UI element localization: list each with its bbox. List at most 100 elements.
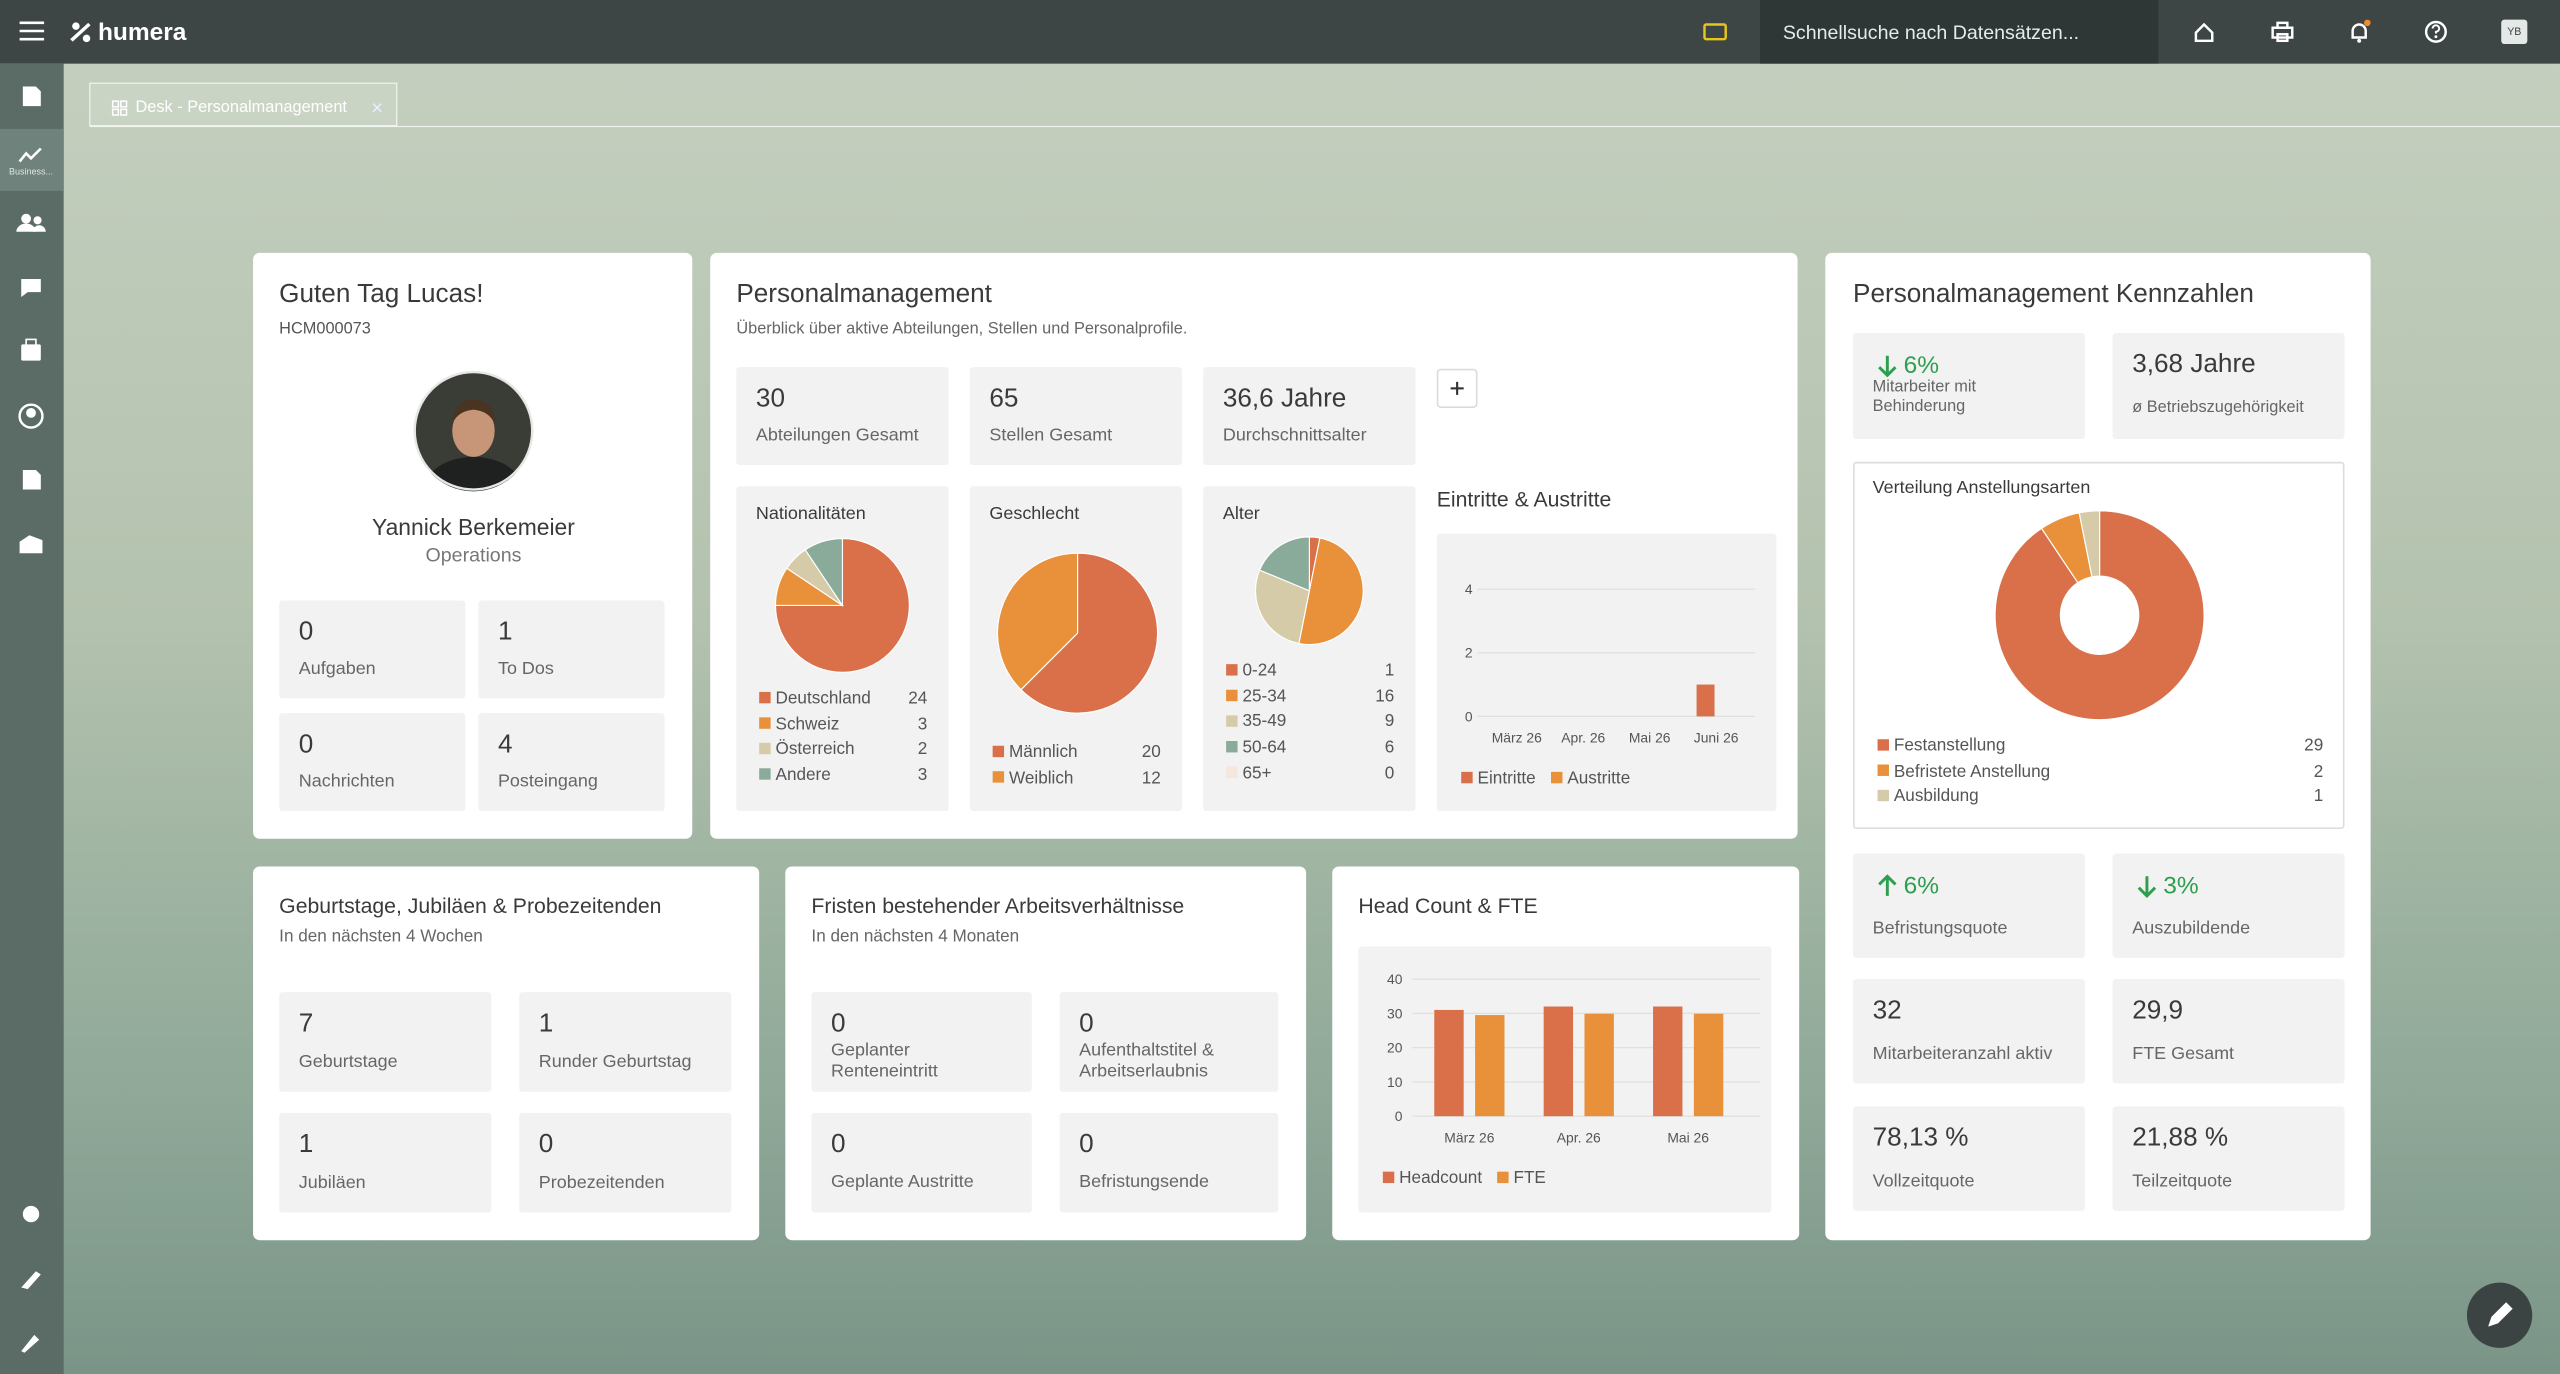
search-box[interactable] [1759, 0, 2159, 64]
pie-slice [1298, 537, 1364, 646]
y-tick-label: 30 [1386, 1005, 1403, 1022]
legend-value: 29 [2304, 735, 2324, 756]
kpi-value: 30 [755, 385, 785, 413]
kpi-value: 36,6 Jahre [1222, 385, 1347, 413]
x-tick-label: Apr. 26 [1556, 1129, 1601, 1146]
kpi-tile [519, 1112, 732, 1213]
x-tick-label: Apr. 26 [1561, 729, 1606, 746]
kpi-tile [811, 1112, 1032, 1213]
kpi-tile [1853, 1106, 2085, 1211]
sidebar-active[interactable] [0, 128, 64, 191]
card-title: Fristen bestehender Arbeitsverhältnisse [811, 893, 1185, 918]
chart-title: Head Count & FTE [1358, 893, 1538, 918]
legend-label: Weiblich [1008, 767, 1074, 788]
kpi-label: Nachrichten [298, 771, 395, 792]
kpi-tile [279, 713, 466, 812]
pie-slice [1020, 552, 1159, 714]
kpi-value: 21,88 % [2132, 1124, 2229, 1153]
kpi-value: 3% [2163, 872, 2199, 900]
kpi-label: Mitarbeiteranzahl aktiv [1872, 1044, 2053, 1064]
card-subtitle: Überblick über aktive Abteilungen, Stell… [736, 320, 1188, 339]
search-placeholder[interactable]: Schnellsuche nach Datensätzen... [1782, 21, 2080, 45]
kpi-tile [1853, 853, 2085, 958]
legend-label: Ausbildung [1893, 786, 1979, 807]
kpi-value: 78,13 % [1872, 1124, 1969, 1153]
donut-slice [1994, 510, 2205, 721]
kpi-tile [811, 992, 1032, 1092]
kpi-label: Auszubildende [2132, 918, 2251, 939]
kpi-label: Befristungsquote [1872, 918, 2008, 939]
tab-close[interactable] [372, 103, 382, 113]
kpi-label: ø Betriebszugehörigkeit [2132, 398, 2304, 417]
kpi-label: Geplante Austritte [831, 1172, 974, 1192]
legend-swatch [1877, 739, 1889, 751]
employee-photo [413, 370, 534, 492]
legend-value: 16 [1375, 686, 1395, 707]
legend-swatch [1382, 1171, 1395, 1184]
bell-icon[interactable] [2351, 19, 2371, 43]
kpi-label: Aufgaben [298, 659, 376, 679]
menu-icon[interactable] [19, 21, 45, 41]
chart-title: Eintritte & Austritte [1436, 487, 1612, 512]
kpi-label: Teilzeitquote [2132, 1171, 2233, 1192]
y-tick-label: 2 [1464, 644, 1473, 661]
user-initials[interactable]: YB [2507, 26, 2522, 38]
legend-swatch [759, 691, 771, 704]
kpi-tile [279, 992, 492, 1092]
sidebar-label[interactable]: Business... [9, 167, 53, 178]
kpi-label: Mitarbeiter mit Behinderung [1872, 378, 1977, 417]
chart-title: Geschlecht [989, 504, 1080, 524]
legend-label: Andere [775, 764, 831, 785]
legend-swatch [1497, 1171, 1509, 1184]
help-icon[interactable] [2424, 20, 2447, 43]
kpi-value: 3,68 Jahre [2132, 350, 2256, 379]
legend-swatch [992, 771, 1005, 783]
pie-slice [1255, 569, 1311, 645]
legend-value: 3 [917, 764, 928, 785]
legend-value: 3 [917, 714, 928, 734]
y-tick-label: 0 [1394, 1108, 1403, 1125]
tab[interactable] [89, 82, 398, 127]
print-icon[interactable] [2271, 21, 2294, 43]
y-tick-label: 4 [1464, 580, 1473, 598]
kpi-label: Probezeitenden [538, 1173, 665, 1193]
legend-label: 25-34 [1242, 686, 1287, 707]
brand[interactable]: humera [97, 18, 187, 47]
kpi-tile [1059, 1112, 1279, 1213]
kpi-value: 0 [1079, 1130, 1094, 1159]
tab-title[interactable]: Desk - Personalmanagement [135, 98, 347, 117]
kpi-tile [2112, 853, 2345, 958]
x-tick-label: März 26 [1444, 1129, 1495, 1146]
kpi-tile [1853, 332, 2085, 439]
legend-swatch [1226, 715, 1238, 727]
kpi-label: Befristungsende [1079, 1172, 1209, 1192]
kpi-label: Aufenthaltstitel & Arbeitserlaubnis [1079, 1040, 1214, 1082]
trend-arrow [1878, 874, 1897, 896]
kpi-tile [1059, 992, 1279, 1092]
legend-swatch [1226, 664, 1238, 676]
kpi-value: 29,9 [2132, 997, 2184, 1025]
kpi-value: 32 [1872, 997, 1902, 1025]
edit-button[interactable] [2466, 1282, 2533, 1348]
kpi-tile [1203, 367, 1416, 466]
legend-swatch [1461, 771, 1473, 784]
x-tick-label: März 26 [1491, 729, 1542, 746]
tag-icon[interactable] [1703, 23, 1727, 41]
kpi-label: Abteilungen Gesamt [755, 425, 919, 446]
user-avatar[interactable] [2501, 19, 2528, 45]
bar [1584, 1013, 1614, 1117]
add-button[interactable] [1436, 368, 1478, 408]
legend-swatch [759, 717, 771, 729]
y-tick-label: 20 [1386, 1039, 1403, 1056]
legend-value: 2 [2313, 761, 2324, 781]
y-tick-label: 40 [1386, 970, 1403, 988]
kpi-value: 7 [298, 1010, 314, 1038]
legend-label: 0-24 [1242, 660, 1277, 681]
y-tick-label: 0 [1464, 708, 1473, 725]
home-icon[interactable] [2194, 22, 2214, 43]
legend-label: Eintritte [1477, 768, 1536, 789]
legend-label: 65+ [1242, 763, 1272, 783]
card-title: Personalmanagement Kennzahlen [1853, 280, 2254, 309]
sidebar-icons[interactable] [16, 86, 46, 1353]
